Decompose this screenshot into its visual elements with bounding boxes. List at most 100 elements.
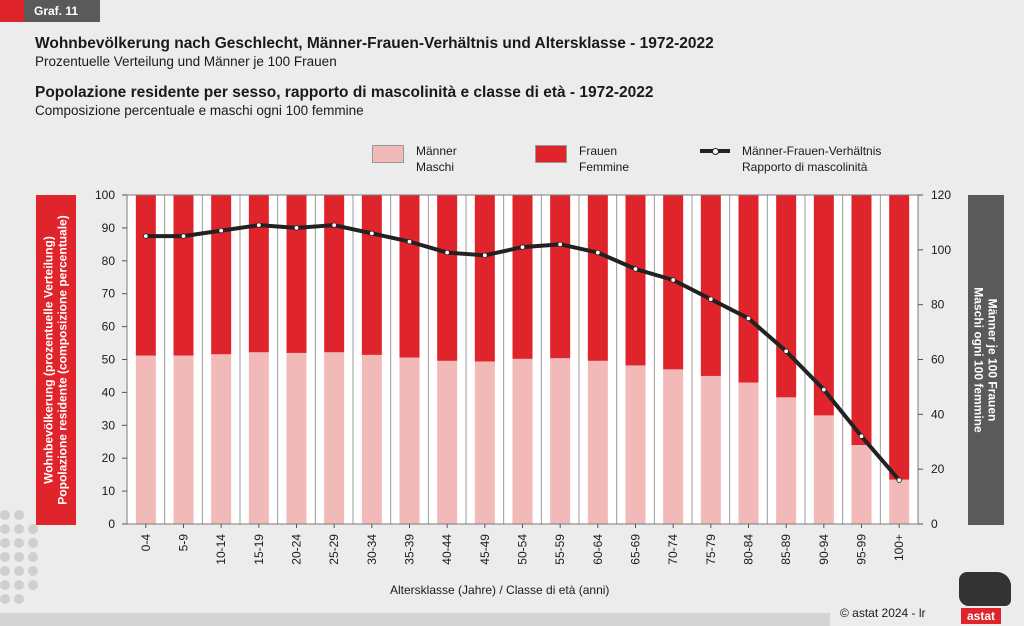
x-tick-label: 40-44 (440, 534, 454, 565)
bar-women (851, 195, 872, 446)
logo-map-icon (959, 572, 1011, 606)
ratio-point (482, 252, 488, 259)
x-tick-label: 50-54 (516, 534, 530, 565)
bar-women (399, 195, 420, 358)
astat-logo: astat (955, 572, 1015, 626)
y-right-tick-label: 100 (931, 243, 951, 257)
y-left-tick-label: 70 (102, 287, 116, 301)
ratio-point (369, 230, 375, 237)
legend-ratio: Männer-Frauen-Verhältnis Rapporto di mas… (700, 143, 881, 175)
bar-women (211, 195, 232, 355)
legend-men-de: Männer (416, 144, 457, 158)
y-right-tick-label: 0 (931, 517, 938, 531)
x-tick-label: 85-89 (779, 534, 793, 565)
bar-men (248, 352, 269, 524)
bar-women (700, 195, 721, 376)
y-right-tick-label: 60 (931, 353, 945, 367)
ratio-point (708, 296, 714, 302)
bar-men (776, 397, 797, 524)
ratio-point (444, 249, 450, 256)
bar-women (813, 195, 834, 416)
bar-men (324, 352, 345, 524)
graph-number: Graf. 11 (34, 4, 79, 18)
x-tick-label: 0-4 (139, 534, 153, 552)
subtitle-german: Prozentuelle Verteilung und Männer je 10… (35, 54, 337, 69)
ratio-point (293, 225, 300, 231)
legend-ratio-line (700, 143, 730, 159)
y-left-tick-label: 30 (102, 418, 116, 432)
y-left-tick-label: 0 (108, 517, 115, 531)
bar-men (135, 355, 156, 524)
legend-men: Männer Maschi (372, 143, 457, 175)
bar-men (700, 375, 721, 524)
ratio-point (595, 249, 601, 256)
x-tick-label: 80-84 (742, 534, 756, 565)
bar-women (324, 195, 345, 353)
legend-women-de: Frauen (579, 144, 618, 158)
bar-women (550, 195, 571, 359)
ratio-point (256, 222, 262, 228)
x-tick-label: 5-9 (177, 534, 191, 552)
x-tick-label: 45-49 (478, 534, 492, 565)
bar-women (587, 195, 608, 361)
logo-text: astat (961, 608, 1002, 624)
ratio-point (519, 244, 526, 250)
bar-men (738, 382, 759, 524)
copyright: © astat 2024 - lr (840, 606, 926, 620)
ratio-point (821, 386, 827, 393)
bar-women (437, 195, 458, 361)
ratio-point (783, 348, 789, 354)
bar-men (361, 354, 382, 524)
legend-women: Frauen Femmine (535, 143, 629, 175)
ratio-point (331, 222, 337, 228)
bar-men (211, 354, 232, 524)
bar-men (889, 479, 910, 524)
y-left-tick-label: 90 (102, 221, 116, 235)
bar-women (361, 195, 382, 355)
bar-men (813, 415, 834, 524)
title-italian: Popolazione residente per sesso, rapport… (35, 84, 654, 101)
bar-men (663, 369, 684, 524)
y-left-tick-label: 50 (102, 353, 116, 367)
y-right-tick-label: 80 (931, 298, 945, 312)
bar-women (173, 195, 194, 356)
bar-women (625, 195, 646, 366)
legend-men-it: Maschi (416, 160, 455, 174)
ratio-point (180, 233, 187, 239)
ratio-point (896, 477, 902, 483)
bar-men (437, 360, 458, 524)
legend-men-swatch (372, 145, 404, 163)
bar-men (851, 445, 872, 524)
x-axis-title: Altersklasse (Jahre) / Classe di età (an… (390, 583, 610, 597)
x-tick-label: 20-24 (290, 534, 304, 565)
x-tick-label: 60-64 (591, 534, 605, 565)
ratio-point (218, 227, 224, 234)
x-tick-label: 10-14 (214, 534, 228, 565)
ratio-point (858, 433, 865, 439)
tag-accent (0, 0, 24, 22)
x-tick-label: 70-74 (666, 534, 680, 565)
bar-women (474, 195, 495, 362)
x-tick-label: 15-19 (252, 534, 266, 565)
x-tick-label: 55-59 (553, 534, 567, 565)
legend-women-it: Femmine (579, 160, 630, 174)
y-left-tick-label: 10 (102, 484, 116, 498)
bar-men (550, 358, 571, 524)
bar-men (286, 352, 307, 524)
subtitle-italian: Composizione percentuale e maschi ogni 1… (35, 103, 364, 118)
ratio-point (632, 266, 639, 272)
legend-ratio-de: Männer-Frauen-Verhältnis (742, 144, 882, 158)
x-tick-label: 30-34 (365, 534, 379, 565)
x-tick-label: 35-39 (403, 534, 417, 565)
bar-men (512, 358, 533, 524)
y-left-tick-label: 100 (95, 188, 115, 202)
bar-men (474, 361, 495, 524)
x-tick-label: 25-29 (327, 534, 341, 565)
y-right-tick-label: 120 (931, 188, 951, 202)
bar-men (173, 355, 194, 524)
y-left-tick-label: 80 (102, 254, 116, 268)
x-tick-label: 65-69 (629, 534, 643, 565)
graph-number-tag: Graf. 11 (0, 0, 100, 22)
title-german: Wohnbevölkerung nach Geschlecht, Männer-… (35, 35, 714, 52)
